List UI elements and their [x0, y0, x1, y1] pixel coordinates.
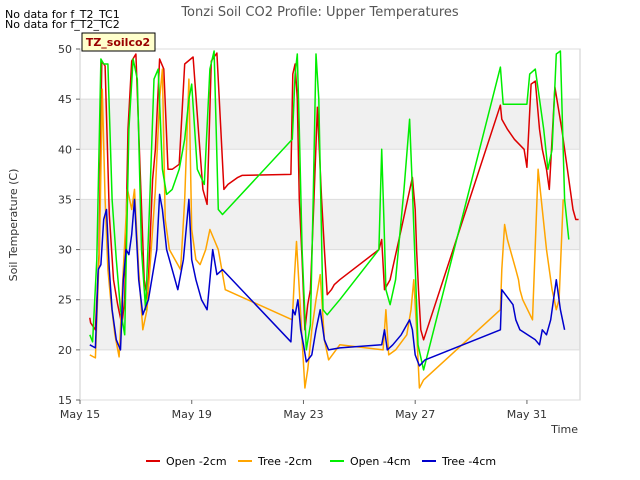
x-axis-label: Time [550, 423, 578, 436]
x-axis: May 15 May 19 May 23 May 27 May 31 [60, 400, 547, 421]
series-line-open-4cm [89, 50, 570, 371]
y-tick-label: 20 [58, 344, 72, 357]
x-tick-label: May 27 [395, 408, 435, 421]
legend: Open -2cm Tree -2cm Open -4cm Tree -4cm [146, 455, 496, 468]
y-tick-label: 30 [58, 244, 72, 257]
plot-band [80, 49, 580, 100]
y-axis-label: Soil Temperature (C) [7, 169, 20, 282]
series-lines [89, 50, 579, 389]
x-tick-label: May 31 [507, 408, 547, 421]
series-line-tree-4cm [89, 193, 566, 367]
y-axis: 15 20 25 30 35 40 45 50 [58, 43, 580, 407]
no-data-message-tc1: No data for f_T2_TC1 [5, 8, 120, 21]
site-label-box: TZ_soilco2 [81, 32, 156, 52]
legend-label: Tree -4cm [441, 455, 496, 468]
y-tick-label: 50 [58, 43, 72, 56]
y-tick-label: 15 [58, 394, 72, 407]
legend-label: Open -4cm [350, 455, 411, 468]
x-tick-label: May 19 [172, 408, 212, 421]
x-tick-label: May 23 [283, 408, 323, 421]
no-data-message-tc2: No data for f_T2_TC2 [5, 18, 120, 31]
y-tick-label: 25 [58, 294, 72, 307]
y-tick-label: 45 [58, 93, 72, 106]
y-tick-label: 40 [58, 143, 72, 156]
legend-label: Open -2cm [166, 455, 227, 468]
y-tick-label: 35 [58, 193, 72, 206]
chart-title: Tonzi Soil CO2 Profile: Upper Temperatur… [180, 5, 459, 20]
site-label: TZ_soilco2 [86, 36, 150, 49]
plot-band [80, 299, 580, 350]
x-tick-label: May 15 [60, 408, 100, 421]
legend-label: Tree -2cm [257, 455, 312, 468]
